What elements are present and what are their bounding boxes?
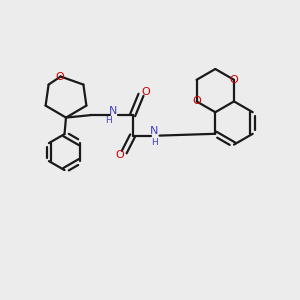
Text: N: N xyxy=(109,106,118,116)
Text: O: O xyxy=(192,96,201,106)
Text: H: H xyxy=(105,116,111,125)
Text: O: O xyxy=(115,150,124,160)
Text: N: N xyxy=(150,125,158,136)
Text: H: H xyxy=(151,138,158,147)
Text: O: O xyxy=(55,71,64,82)
Text: O: O xyxy=(230,75,238,85)
Text: O: O xyxy=(141,87,150,98)
